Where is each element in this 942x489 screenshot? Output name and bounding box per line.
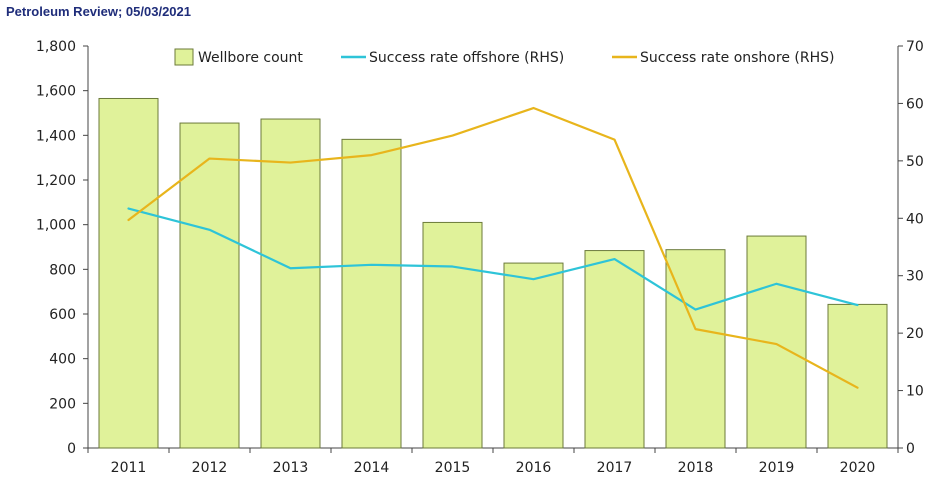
x-tick-label: 2012 <box>192 460 228 476</box>
bar-wellbore-count <box>179 122 240 449</box>
x-tick-label: 2017 <box>597 460 633 476</box>
right-tick-label: 60 <box>906 96 924 112</box>
source-label: Petroleum Review; 05/03/2021 <box>6 4 191 19</box>
right-tick-label: 10 <box>906 384 924 400</box>
left-tick-label: 200 <box>49 396 76 412</box>
axes: 0 200 400 600 800 1,000 1,200 1,400 1,600 1,800 0 1… <box>36 39 924 476</box>
left-tick-label: 1,600 <box>36 84 76 100</box>
legend-label-offshore: Success rate offshore (RHS) <box>369 50 564 66</box>
right-tick-label: 20 <box>906 326 924 342</box>
left-tick-label: 0 <box>67 441 76 457</box>
legend: Wellbore count Success rate offshore (RHS… <box>174 48 834 66</box>
bar-wellbore-count <box>584 250 645 449</box>
x-tick-label: 2011 <box>111 460 147 476</box>
x-tick-label: 2016 <box>516 460 552 476</box>
bar-wellbore-count <box>746 235 807 449</box>
left-tick-label: 1,000 <box>36 218 76 234</box>
bar-wellbore-count <box>422 221 483 449</box>
lines <box>127 106 859 389</box>
right-tick-label: 40 <box>906 211 924 227</box>
left-tick-label: 1,400 <box>36 128 76 144</box>
x-tick-label: 2018 <box>678 460 714 476</box>
right-tick-label: 50 <box>906 154 924 170</box>
bar-wellbore-count <box>341 138 402 449</box>
legend-label-wellbore-count: Wellbore count <box>198 50 303 66</box>
x-tick-label: 2019 <box>759 460 795 476</box>
legend-label-onshore: Success rate onshore (RHS) <box>640 50 834 66</box>
line-success-rate-offshore <box>127 207 859 311</box>
left-tick-label: 600 <box>49 307 76 323</box>
line-success-rate-onshore <box>127 106 859 389</box>
left-tick-label: 1,200 <box>36 173 76 189</box>
left-tick-label: 800 <box>49 262 76 278</box>
right-tick-label: 70 <box>906 39 924 55</box>
bar-wellbore-count <box>260 118 321 449</box>
right-tick-label: 0 <box>906 441 915 457</box>
left-tick-label: 400 <box>49 352 76 368</box>
legend-swatch-wellbore-count <box>174 48 194 66</box>
left-tick-label: 1,800 <box>36 39 76 55</box>
right-tick-label: 30 <box>906 269 924 285</box>
x-tick-label: 2013 <box>273 460 309 476</box>
x-tick-label: 2015 <box>435 460 471 476</box>
bar-wellbore-count <box>503 262 564 449</box>
x-tick-label: 2020 <box>840 460 876 476</box>
bars <box>98 97 888 449</box>
x-tick-label: 2014 <box>354 460 390 476</box>
bar-wellbore-count <box>98 97 159 449</box>
